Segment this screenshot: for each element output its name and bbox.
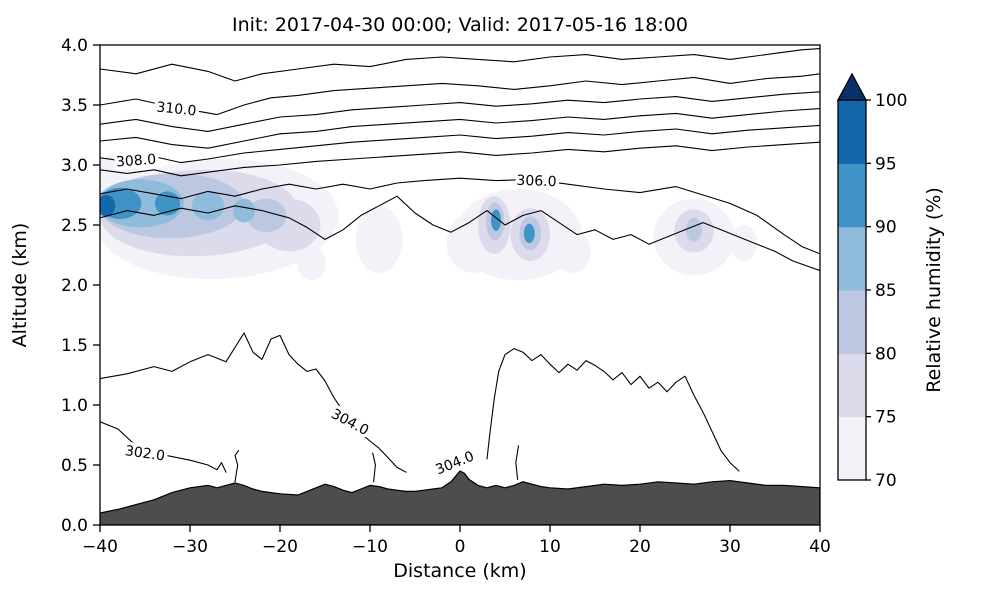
y-tick-label: 1.5 bbox=[61, 336, 88, 356]
rh-filled-blob bbox=[297, 246, 326, 281]
contour-label: 304.0 bbox=[433, 449, 476, 479]
theta-contour-line bbox=[100, 177, 820, 255]
theta-contour-line bbox=[372, 452, 376, 483]
colorbar-tick-label: 80 bbox=[875, 344, 897, 364]
terrain-layer bbox=[100, 470, 820, 525]
rh-filled-blob bbox=[355, 205, 403, 273]
x-tick-label: 40 bbox=[809, 537, 831, 557]
theta-contour-line bbox=[100, 195, 820, 272]
colorbar-segment bbox=[838, 290, 866, 354]
rh-filled-blob bbox=[100, 195, 116, 217]
theta-contour-line bbox=[486, 348, 740, 472]
y-tick-label: 3.5 bbox=[61, 96, 88, 116]
chart-title: Init: 2017-04-30 00:00; Valid: 2017-05-1… bbox=[232, 14, 688, 36]
y-tick-label: 4.0 bbox=[61, 36, 88, 56]
colorbar-tick-label: 90 bbox=[875, 218, 897, 238]
theta-contour-line bbox=[100, 332, 407, 473]
axes-layer: −40 −30 −20 −10 0 10 20 30 40 0.0 0.5 1.0 1.5 2.0 2.5 3… bbox=[61, 36, 831, 557]
theta-contour-line bbox=[100, 108, 820, 149]
rh-filled-blob bbox=[246, 198, 287, 233]
colorbar-tick-label: 75 bbox=[875, 408, 897, 428]
rh-filled-blob bbox=[554, 229, 591, 273]
colorbar-segment bbox=[838, 100, 866, 164]
rh-filled-blob bbox=[685, 217, 703, 242]
x-tick-label: 30 bbox=[719, 537, 741, 557]
contour-label: 306.0 bbox=[516, 173, 557, 190]
theta-contour-line bbox=[100, 141, 820, 177]
y-tick-label: 1.0 bbox=[61, 396, 88, 416]
terrain-profile bbox=[100, 470, 820, 525]
x-tick-label: 10 bbox=[539, 537, 561, 557]
contour-label: 308.0 bbox=[116, 152, 157, 171]
contour-label: 302.0 bbox=[124, 443, 166, 464]
colorbar: 70 75 80 85 90 95 100 bbox=[836, 72, 907, 491]
rh-filled-blob bbox=[191, 191, 225, 221]
colorbar-tick-label: 100 bbox=[875, 91, 907, 111]
y-tick-label: 2.0 bbox=[61, 276, 88, 296]
theta-contour-line bbox=[100, 73, 820, 116]
colorbar-tick-label: 70 bbox=[875, 471, 897, 491]
colorbar-segment bbox=[838, 163, 866, 228]
x-tick-label: 20 bbox=[629, 537, 651, 557]
colorbar-segment bbox=[838, 226, 866, 291]
theta-contours-layer bbox=[100, 48, 820, 483]
colorbar-label: Relative humidity (%) bbox=[923, 187, 945, 392]
rh-filled-blob bbox=[233, 198, 255, 223]
contour-label: 310.0 bbox=[156, 99, 198, 119]
y-tick-label: 3.0 bbox=[61, 156, 88, 176]
y-tick-label: 2.5 bbox=[61, 216, 88, 236]
x-tick-label: −20 bbox=[262, 537, 298, 557]
y-tick-label: 0.5 bbox=[61, 456, 88, 476]
colorbar-extend-arrow bbox=[836, 72, 868, 101]
colorbar-tick-label: 95 bbox=[875, 154, 897, 174]
colorbar-tick-label: 85 bbox=[875, 281, 897, 301]
x-tick-label: 0 bbox=[455, 537, 466, 557]
x-tick-label: −40 bbox=[82, 537, 118, 557]
contour-label: 304.0 bbox=[328, 406, 371, 439]
theta-contour-line bbox=[515, 445, 520, 480]
x-axis-label: Distance (km) bbox=[393, 560, 526, 582]
theta-contour-line bbox=[100, 124, 820, 164]
contour-labels-layer: 310.0 308.0 306.0 304.0 304.0 302.0 bbox=[112, 96, 560, 482]
rh-filled-contours-layer bbox=[100, 153, 757, 281]
rh-filled-blob bbox=[523, 223, 535, 243]
x-tick-label: −10 bbox=[352, 537, 388, 557]
rh-filled-blob bbox=[491, 209, 501, 231]
colorbar-segment bbox=[838, 416, 866, 481]
y-axis-label: Altitude (km) bbox=[9, 223, 31, 348]
theta-contour-line bbox=[100, 48, 820, 82]
theta-contour-line bbox=[234, 450, 240, 483]
theta-contour-line bbox=[100, 91, 820, 132]
y-tick-label: 0.0 bbox=[61, 516, 88, 536]
x-tick-label: −30 bbox=[172, 537, 208, 557]
theta-contour-line bbox=[100, 421, 227, 473]
rh-filled-blob bbox=[730, 225, 757, 261]
colorbar-segment bbox=[838, 353, 866, 418]
